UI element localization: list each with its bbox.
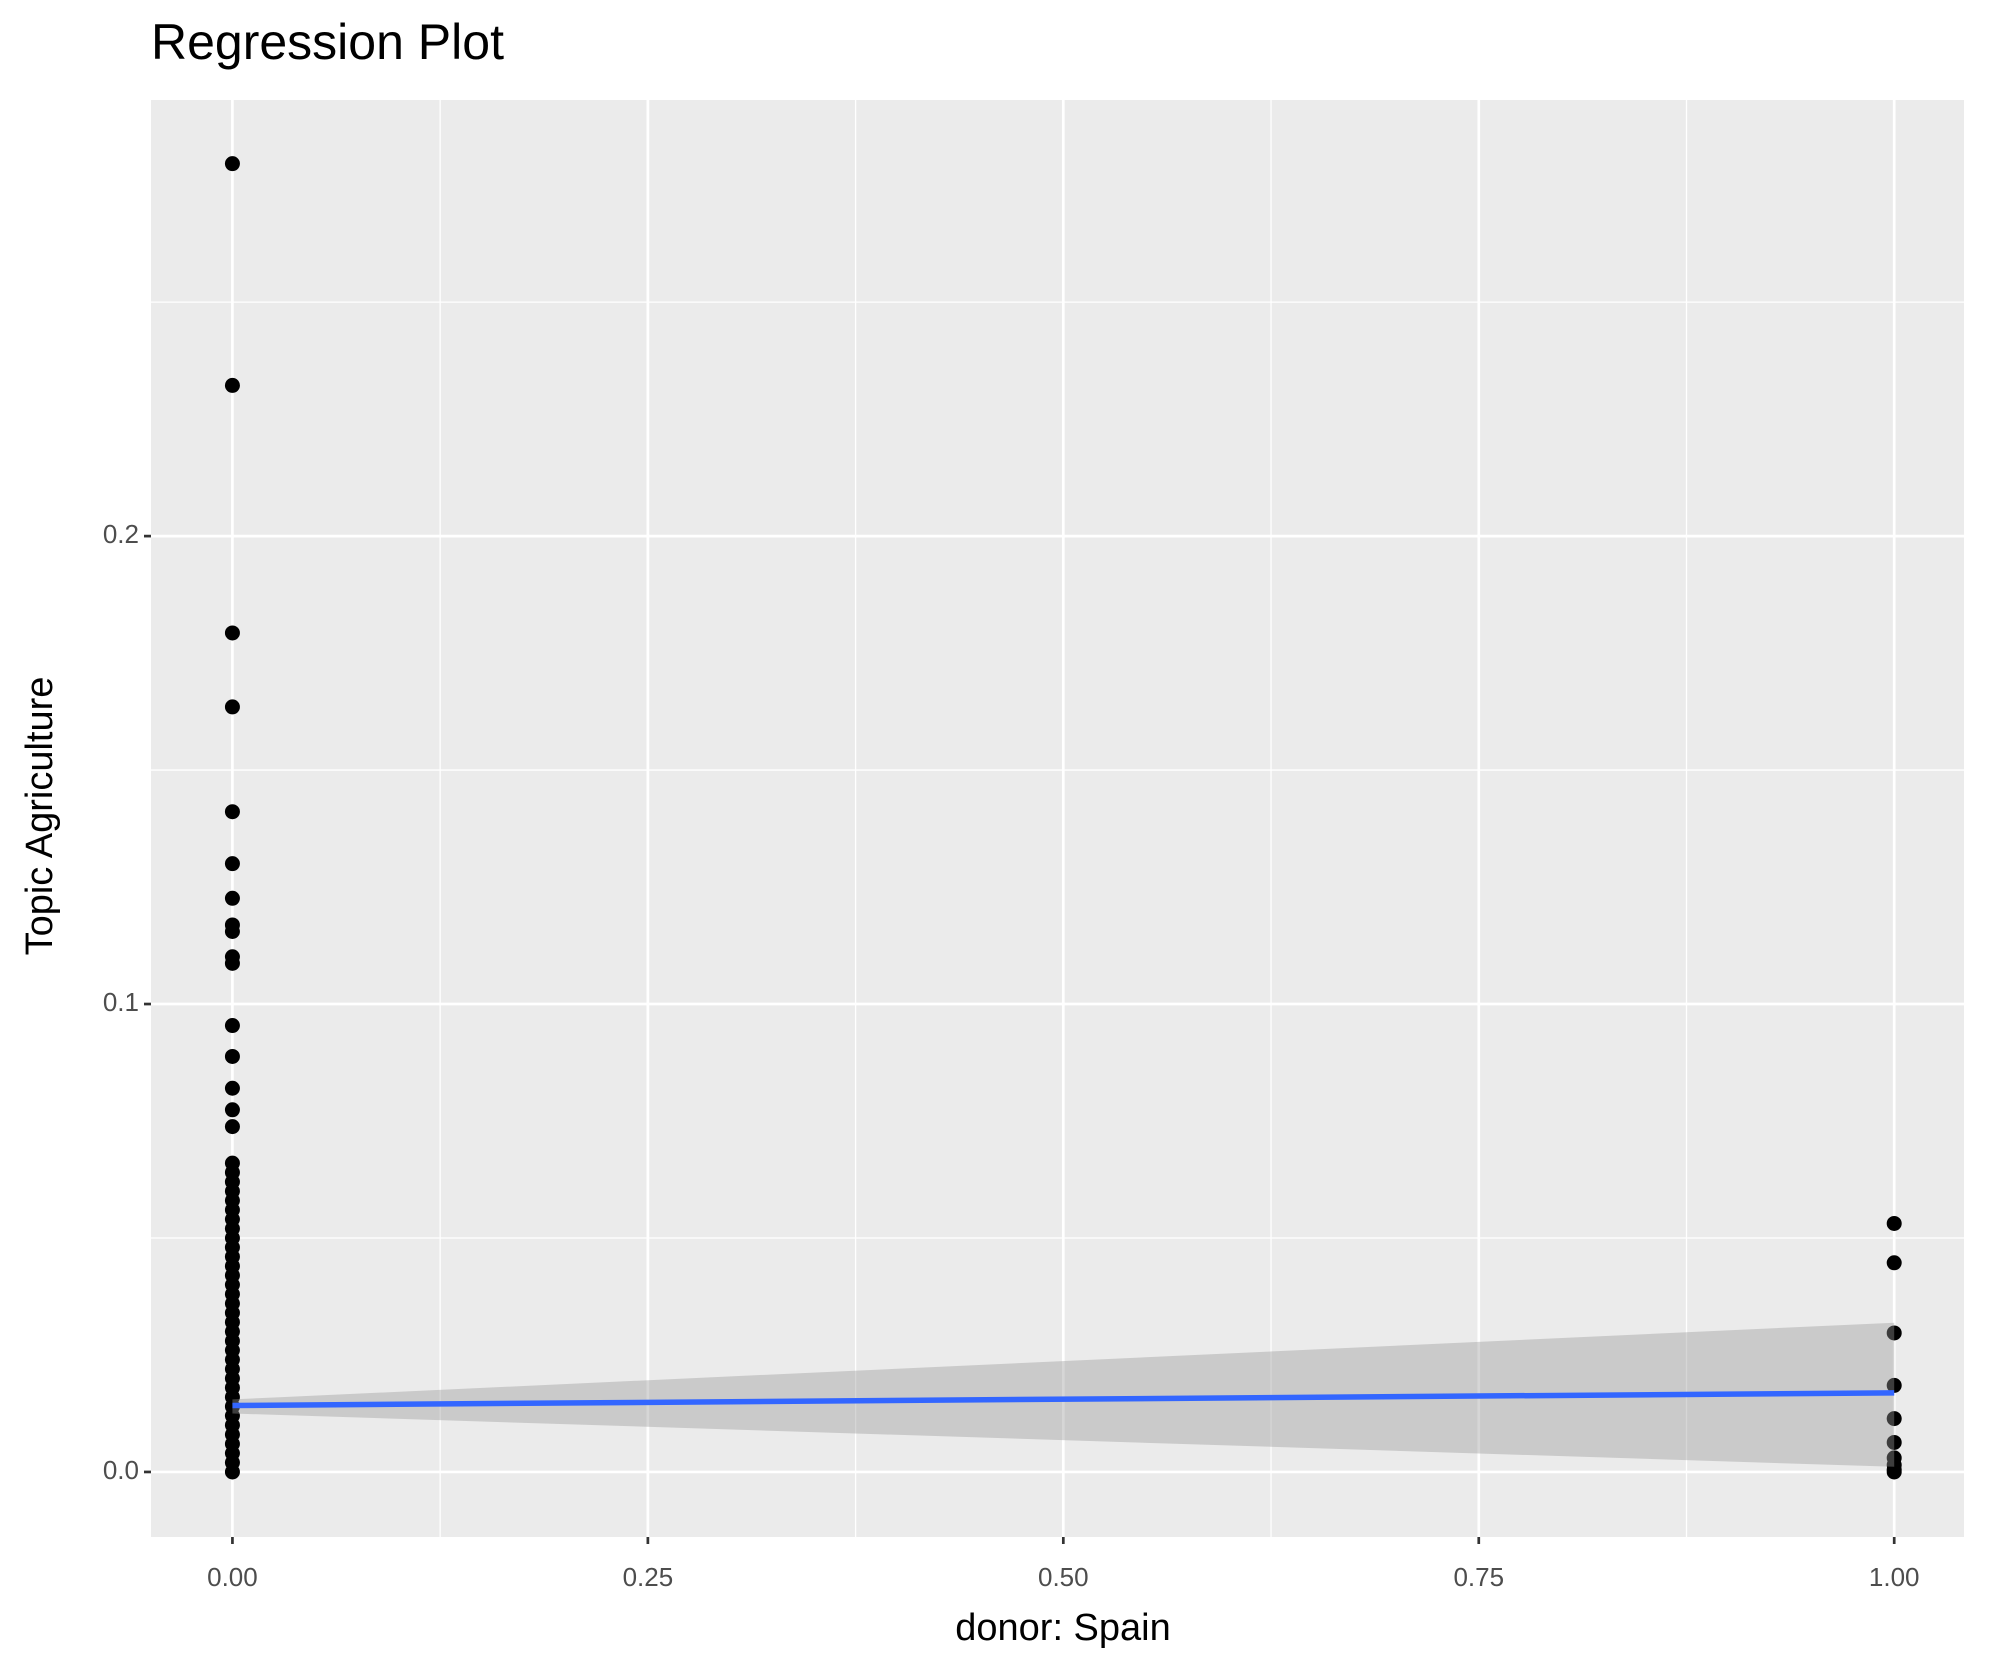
panel [151, 100, 1964, 1537]
confidence-band [232, 1322, 1895, 1467]
point [224, 1102, 240, 1118]
chart-title: Regression Plot [151, 14, 504, 70]
point [1886, 1255, 1902, 1271]
regression-line [232, 1390, 1895, 1409]
point [1886, 1411, 1902, 1427]
point [224, 1080, 240, 1096]
point [224, 156, 240, 172]
x-tick-label: 1.00 [1869, 1562, 1920, 1592]
y-axis-title: Topic Agriculture [19, 677, 61, 956]
x-tick-label: 0.75 [1453, 1562, 1504, 1592]
point [224, 625, 240, 641]
point [224, 1464, 240, 1480]
point [224, 1048, 240, 1064]
y-tick-label: 0.2 [103, 519, 139, 549]
point [1886, 1215, 1902, 1231]
x-tick-label: 0.25 [623, 1562, 674, 1592]
point [224, 377, 240, 393]
point [224, 804, 240, 820]
point [1886, 1434, 1902, 1450]
point [224, 890, 240, 906]
x-axis-title: donor: Spain [955, 1607, 1171, 1649]
point [224, 955, 240, 971]
point [224, 1119, 240, 1135]
x-tick-label: 0.00 [207, 1562, 258, 1592]
point [1886, 1464, 1902, 1480]
y-tick-label: 0.0 [103, 1455, 139, 1485]
point [224, 924, 240, 940]
y-tick-label: 0.1 [103, 987, 139, 1017]
point [1886, 1325, 1902, 1341]
point [224, 699, 240, 715]
point [1886, 1377, 1902, 1393]
point [224, 1018, 240, 1034]
point [224, 856, 240, 872]
x-tick-label: 0.50 [1038, 1562, 1089, 1592]
